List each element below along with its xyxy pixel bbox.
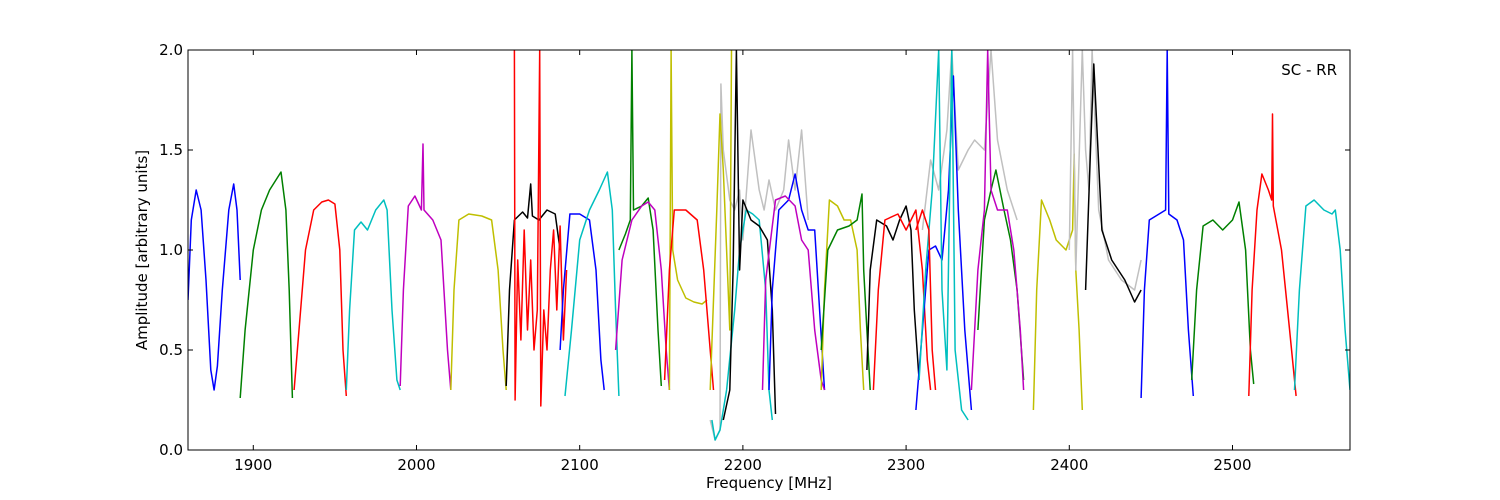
series-line-36 bbox=[1293, 199, 1350, 391]
series-line-8 bbox=[559, 213, 605, 391]
series-line-27 bbox=[915, 209, 937, 391]
series-line-32 bbox=[1084, 63, 1142, 303]
y-tick-label: 0.5 bbox=[159, 341, 183, 359]
series-line-2 bbox=[293, 199, 348, 397]
y-tick-label: 1.0 bbox=[159, 241, 183, 259]
series-line-21 bbox=[820, 193, 871, 391]
series-line-5 bbox=[450, 213, 507, 391]
series-line-33 bbox=[1140, 50, 1195, 399]
series-line-4 bbox=[399, 143, 452, 391]
series-line-12 bbox=[668, 50, 708, 391]
series-line-14 bbox=[709, 83, 809, 441]
series-line-30 bbox=[1032, 153, 1084, 411]
y-axis-label: Amplitude [arbitrary units] bbox=[133, 150, 151, 350]
series-layer bbox=[188, 50, 1350, 441]
x-tick-label: 1900 bbox=[234, 456, 272, 474]
y-tick-label: 2.0 bbox=[159, 41, 183, 59]
series-line-3 bbox=[345, 199, 401, 391]
series-line-18 bbox=[768, 173, 826, 391]
y-tick-label: 0.0 bbox=[159, 441, 183, 459]
series-line-11 bbox=[614, 201, 671, 391]
series-line-0 bbox=[188, 183, 241, 391]
x-tick-label: 2200 bbox=[724, 456, 762, 474]
series-line-9 bbox=[564, 171, 620, 397]
series-line-23 bbox=[872, 209, 932, 391]
x-tick-label: 2000 bbox=[397, 456, 435, 474]
x-tick-label: 2300 bbox=[887, 456, 925, 474]
y-tick-label: 1.5 bbox=[159, 141, 183, 159]
series-line-29 bbox=[970, 50, 1025, 391]
series-line-13 bbox=[663, 209, 715, 391]
tick-layer: 1900 2000 2100 2200 2300 2400 2500 0.0 0.5 1.0 1.5… bbox=[159, 41, 1350, 474]
series-line-7 bbox=[513, 50, 568, 407]
series-line-35 bbox=[1248, 113, 1297, 397]
series-line-24 bbox=[921, 50, 1018, 231]
series-line-15 bbox=[709, 50, 733, 391]
series-line-22 bbox=[866, 205, 920, 381]
x-tick-label: 2400 bbox=[1050, 456, 1088, 474]
series-line-25 bbox=[915, 75, 973, 411]
series-line-10 bbox=[618, 50, 663, 387]
chart-annotation: SC - RR bbox=[1281, 61, 1337, 79]
series-line-20 bbox=[820, 199, 865, 391]
series-line-19 bbox=[761, 195, 826, 391]
series-line-17 bbox=[722, 50, 777, 421]
x-axis-label: Frequency [MHz] bbox=[706, 474, 832, 492]
series-line-6 bbox=[505, 183, 561, 387]
series-line-34 bbox=[1190, 201, 1255, 385]
series-line-1 bbox=[239, 171, 294, 399]
series-line-31 bbox=[1068, 50, 1142, 291]
x-tick-label: 2100 bbox=[561, 456, 599, 474]
series-line-16 bbox=[711, 209, 774, 441]
x-tick-label: 2500 bbox=[1213, 456, 1251, 474]
